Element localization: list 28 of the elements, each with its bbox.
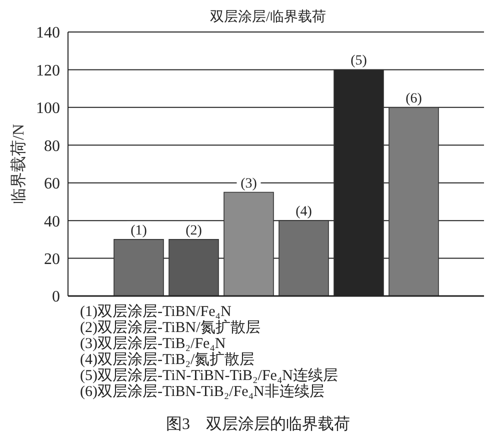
text: (4)双层涂层-TiB₂/氮扩散层 (80, 352, 256, 368)
text: (3)双层涂层-TiB₂/Fe₄N (80, 336, 227, 352)
text: (1)双层涂层-TiBN/Fe₄N (80, 304, 232, 320)
x-tick-label: (5) (350, 54, 368, 69)
x-tick-label: (3) (240, 176, 258, 192)
bar (168, 239, 219, 296)
text: (2)双层涂层-TiBN/氮扩散层 (80, 320, 262, 336)
y-tick-label: 100 (36, 100, 60, 118)
text: (6)双层涂层-TiBN-TiB₂/Fe₄N非连续层 (80, 384, 326, 400)
bar (388, 107, 439, 296)
y-tick-label: 60 (44, 176, 60, 193)
bar (114, 239, 164, 296)
y-tick-label: 120 (36, 62, 60, 80)
chart-title: 双层涂层/临界载荷 (209, 8, 327, 25)
bar (278, 220, 329, 296)
y-tick-label: 80 (44, 138, 60, 155)
y-axis-title: 临界载荷/N (10, 124, 28, 204)
y-tick-label: 20 (44, 250, 60, 268)
y-tick-label: 0 (52, 288, 60, 306)
x-tick-label: (4) (296, 204, 312, 220)
text: (5)双层涂层-TiN-TiBN-TiB₂/Fe₄N连续层 (80, 368, 340, 384)
y-tick-label: 140 (36, 24, 60, 42)
x-tick-label: (2) (186, 223, 202, 238)
x-tick-label: (1) (130, 223, 148, 238)
caption: 图3 双层涂层的临界载荷 (165, 414, 351, 435)
bar (224, 192, 274, 296)
x-tick-label: (6) (406, 91, 422, 106)
y-tick-label: 40 (44, 213, 60, 230)
